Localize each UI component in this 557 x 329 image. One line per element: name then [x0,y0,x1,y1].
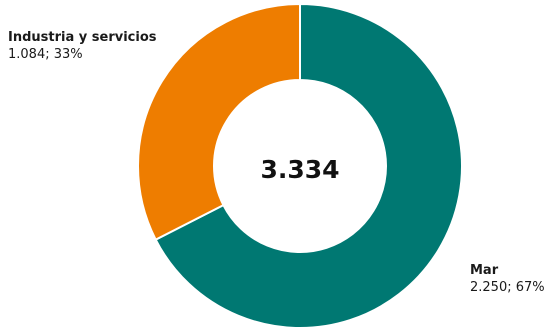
slice-label-mar: Mar 2.250; 67% [470,263,545,295]
slice-value-industria: 1.084; 33% [8,47,83,62]
donut-slice-industria [137,2,301,242]
slice-label-industria: Industria y servicios 1.084; 33% [8,30,157,62]
slice-name-mar: Mar [470,263,499,278]
center-total-label: 3.334 [260,155,339,184]
slice-name-industria: Industria y servicios [8,30,157,45]
donut-slices [137,2,463,329]
slice-value-mar: 2.250; 67% [470,280,545,295]
donut-slice-mar [154,2,463,329]
